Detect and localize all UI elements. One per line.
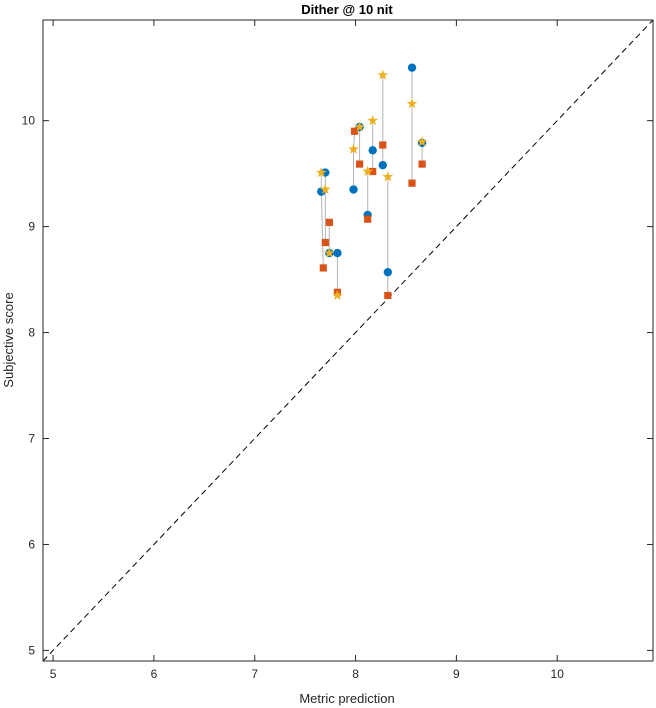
y-tick-label: 6 <box>28 537 35 551</box>
y-axis-label: Subjective score <box>1 292 16 387</box>
data-point-circle <box>333 249 341 257</box>
data-point-square <box>419 160 426 167</box>
y-tick-label: 9 <box>28 220 35 234</box>
data-point-square <box>322 239 329 246</box>
data-point-circle <box>384 268 392 276</box>
y-tick-label: 8 <box>28 326 35 340</box>
data-point-square <box>364 216 371 223</box>
x-tick-label: 7 <box>251 667 258 681</box>
data-point-square <box>379 141 386 148</box>
data-point-circle <box>349 185 357 193</box>
y-tick-label: 10 <box>22 114 36 128</box>
data-point-square <box>384 292 391 299</box>
data-point-square <box>408 180 415 187</box>
data-point-square <box>356 160 363 167</box>
data-point-square <box>351 128 358 135</box>
chart-title: Dither @ 10 nit <box>301 2 393 17</box>
data-point-circle <box>408 63 416 71</box>
data-point-square <box>326 219 333 226</box>
data-point-circle <box>379 161 387 169</box>
x-tick-label: 5 <box>50 667 57 681</box>
y-tick-label: 7 <box>28 432 35 446</box>
x-tick-label: 10 <box>551 667 565 681</box>
data-point-circle <box>369 146 377 154</box>
y-tick-label: 5 <box>28 643 35 657</box>
x-axis-label: Metric prediction <box>299 691 394 706</box>
data-point-square <box>320 264 327 271</box>
x-tick-label: 9 <box>453 667 460 681</box>
x-tick-label: 8 <box>352 667 359 681</box>
x-tick-label: 6 <box>151 667 158 681</box>
